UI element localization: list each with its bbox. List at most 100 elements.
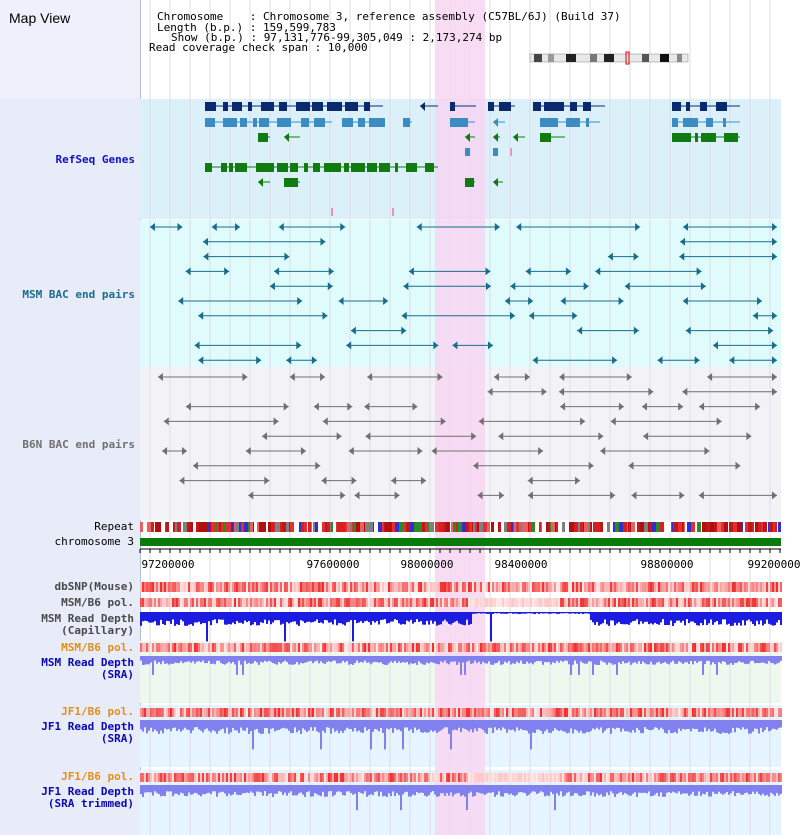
heatmap-cell bbox=[740, 773, 742, 782]
repeat-block bbox=[427, 522, 429, 532]
depth-bar bbox=[602, 612, 604, 624]
depth-bar bbox=[644, 720, 646, 728]
heatmap-cell bbox=[532, 582, 534, 592]
heatmap-cell bbox=[766, 582, 768, 592]
heatmap-cell bbox=[144, 582, 146, 592]
header-band bbox=[0, 0, 140, 98]
heatmap-cell bbox=[390, 598, 392, 607]
heatmap-cell bbox=[330, 773, 332, 782]
depth-bar bbox=[722, 612, 724, 620]
heatmap-cell bbox=[768, 708, 770, 717]
heatmap-cell bbox=[462, 598, 464, 607]
depth-bar bbox=[330, 612, 332, 623]
depth-bar bbox=[368, 785, 370, 796]
depth-bar bbox=[160, 612, 162, 620]
depth-bar bbox=[282, 785, 284, 795]
repeat-block bbox=[678, 522, 682, 532]
heatmap-cell bbox=[266, 598, 268, 607]
heatmap-cell bbox=[524, 643, 526, 652]
depth-bar bbox=[544, 612, 546, 614]
heatmap-cell bbox=[286, 643, 288, 652]
heatmap-cell bbox=[596, 582, 598, 592]
depth-bar bbox=[304, 720, 306, 730]
heatmap-cell bbox=[364, 708, 366, 717]
msm-bac-end bbox=[756, 297, 762, 305]
heatmap-cell bbox=[436, 708, 438, 717]
heatmap-cell bbox=[292, 598, 294, 607]
heatmap-cell bbox=[582, 708, 584, 717]
heatmap-cell bbox=[556, 598, 558, 607]
depth-bar bbox=[664, 785, 666, 797]
depth-bar bbox=[764, 612, 766, 624]
depth-bar bbox=[748, 720, 750, 734]
heatmap-cell bbox=[238, 582, 240, 592]
msm-bac-end bbox=[565, 267, 571, 276]
heatmap-cell bbox=[594, 643, 596, 652]
msm-bac-end-pairs-track[interactable] bbox=[149, 223, 777, 365]
depth-bar bbox=[234, 612, 236, 625]
heatmap-cell bbox=[332, 773, 334, 782]
heatmap-cell bbox=[338, 773, 340, 782]
heatmap-cell bbox=[314, 598, 316, 607]
depth-bar bbox=[442, 720, 444, 729]
depth-bar bbox=[610, 785, 612, 792]
repeat-block bbox=[501, 522, 502, 532]
heatmap-cell bbox=[598, 582, 600, 592]
depth-bar bbox=[472, 612, 474, 614]
depth-bar bbox=[260, 785, 262, 793]
heatmap-cell bbox=[408, 598, 410, 607]
depth-bar bbox=[284, 785, 286, 793]
depth-bar bbox=[398, 785, 400, 796]
depth-bar bbox=[568, 656, 570, 665]
depth-bar bbox=[438, 785, 440, 797]
heatmap-cell bbox=[532, 643, 534, 652]
depth-bar bbox=[292, 785, 294, 796]
heatmap-cell bbox=[404, 773, 406, 782]
depth-bar bbox=[602, 785, 604, 797]
track-label-refseq[interactable]: RefSeq Genes bbox=[55, 153, 135, 166]
heatmap-cell bbox=[278, 773, 280, 782]
heatmap-cell bbox=[510, 598, 512, 607]
heatmap-cell bbox=[346, 582, 348, 592]
depth-bar bbox=[272, 612, 274, 623]
heatmap-cell bbox=[188, 582, 190, 592]
depth-bar bbox=[402, 656, 404, 663]
track-label-msm-bac[interactable]: MSM BAC end pairs bbox=[22, 288, 135, 301]
repeat-block bbox=[754, 522, 755, 532]
heatmap-cell bbox=[364, 643, 366, 652]
heatmap-cell bbox=[582, 643, 584, 652]
depth-bar bbox=[150, 612, 152, 623]
heatmap-cell bbox=[376, 643, 378, 652]
heatmap-cell bbox=[478, 598, 480, 607]
heatmap-cell bbox=[216, 773, 218, 782]
repeat-block bbox=[519, 522, 522, 532]
heatmap-cell bbox=[354, 643, 356, 652]
gene-blue-exon bbox=[223, 118, 237, 127]
heatmap-cell bbox=[306, 643, 308, 652]
msm-bac-end bbox=[346, 341, 352, 350]
depth-bar bbox=[528, 656, 530, 664]
heatmap-cell bbox=[698, 598, 700, 607]
depth-bar bbox=[552, 656, 554, 663]
heatmap-cell bbox=[536, 773, 538, 782]
heatmap-cell bbox=[672, 598, 674, 607]
track-label-b6n-bac[interactable]: B6N BAC end pairs bbox=[22, 438, 135, 451]
heatmap-cell bbox=[680, 582, 682, 592]
depth-bar bbox=[498, 785, 500, 792]
heatmap-cell bbox=[248, 708, 250, 717]
depth-bar bbox=[210, 785, 212, 795]
depth-bar bbox=[762, 612, 764, 626]
heatmap-cell bbox=[666, 643, 668, 652]
heatmap-cell bbox=[532, 598, 534, 607]
depth-bar bbox=[576, 612, 578, 614]
b6n-bac-end-pairs-track[interactable] bbox=[157, 373, 777, 500]
depth-bar bbox=[550, 785, 552, 792]
msm-bac-end bbox=[178, 297, 184, 305]
repeat-block bbox=[259, 522, 262, 532]
repeat-block bbox=[648, 522, 649, 532]
heatmap-cell bbox=[666, 708, 668, 717]
refseq-genes-track[interactable] bbox=[205, 102, 740, 216]
b6n-bac-end bbox=[322, 417, 328, 426]
msm-bac-end bbox=[198, 311, 204, 320]
